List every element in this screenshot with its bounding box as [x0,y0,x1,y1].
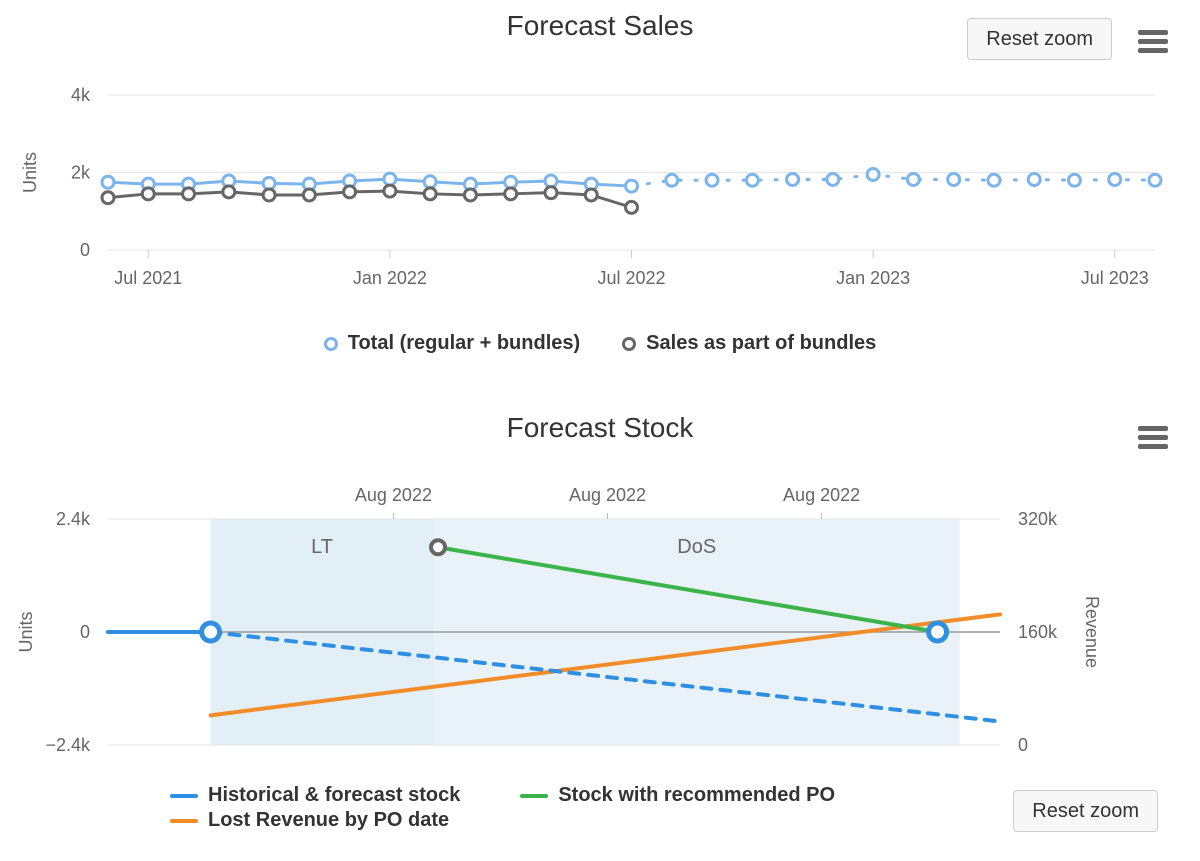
svg-text:0: 0 [1018,735,1028,755]
svg-text:320k: 320k [1018,509,1058,529]
legend-item-lost-rev[interactable]: Lost Revenue by PO date [170,809,449,832]
svg-text:160k: 160k [1018,622,1058,642]
legend-marker-stockpo [520,794,548,798]
legend-marker-hist [170,794,198,798]
svg-text:Aug 2022: Aug 2022 [569,485,646,505]
svg-text:DoS: DoS [677,536,716,558]
stock-legend: Historical & forecast stock Stock with r… [170,784,990,834]
svg-text:Revenue: Revenue [1082,596,1102,668]
legend-label-hist: Historical & forecast stock [208,784,460,807]
svg-text:−2.4k: −2.4k [45,735,91,755]
svg-text:2.4k: 2.4k [56,509,91,529]
legend-item-hist-forecast[interactable]: Historical & forecast stock [170,784,460,807]
legend-label-lostrev: Lost Revenue by PO date [208,809,449,832]
svg-text:Units: Units [16,611,36,652]
svg-text:Aug 2022: Aug 2022 [783,485,860,505]
legend-item-stock-po[interactable]: Stock with recommended PO [520,784,835,807]
svg-text:Aug 2022: Aug 2022 [355,485,432,505]
svg-text:LT: LT [311,536,333,558]
reset-zoom-button-stock[interactable]: Reset zoom [1013,790,1158,832]
legend-marker-lostrev [170,819,198,823]
legend-label-stockpo: Stock with recommended PO [558,784,835,807]
svg-text:0: 0 [80,622,90,642]
stock-chart-plot: −2.4k 0 2.4k 0 160k 320k Aug 2022 Aug 2022 Aug 2… [0,0,1200,780]
